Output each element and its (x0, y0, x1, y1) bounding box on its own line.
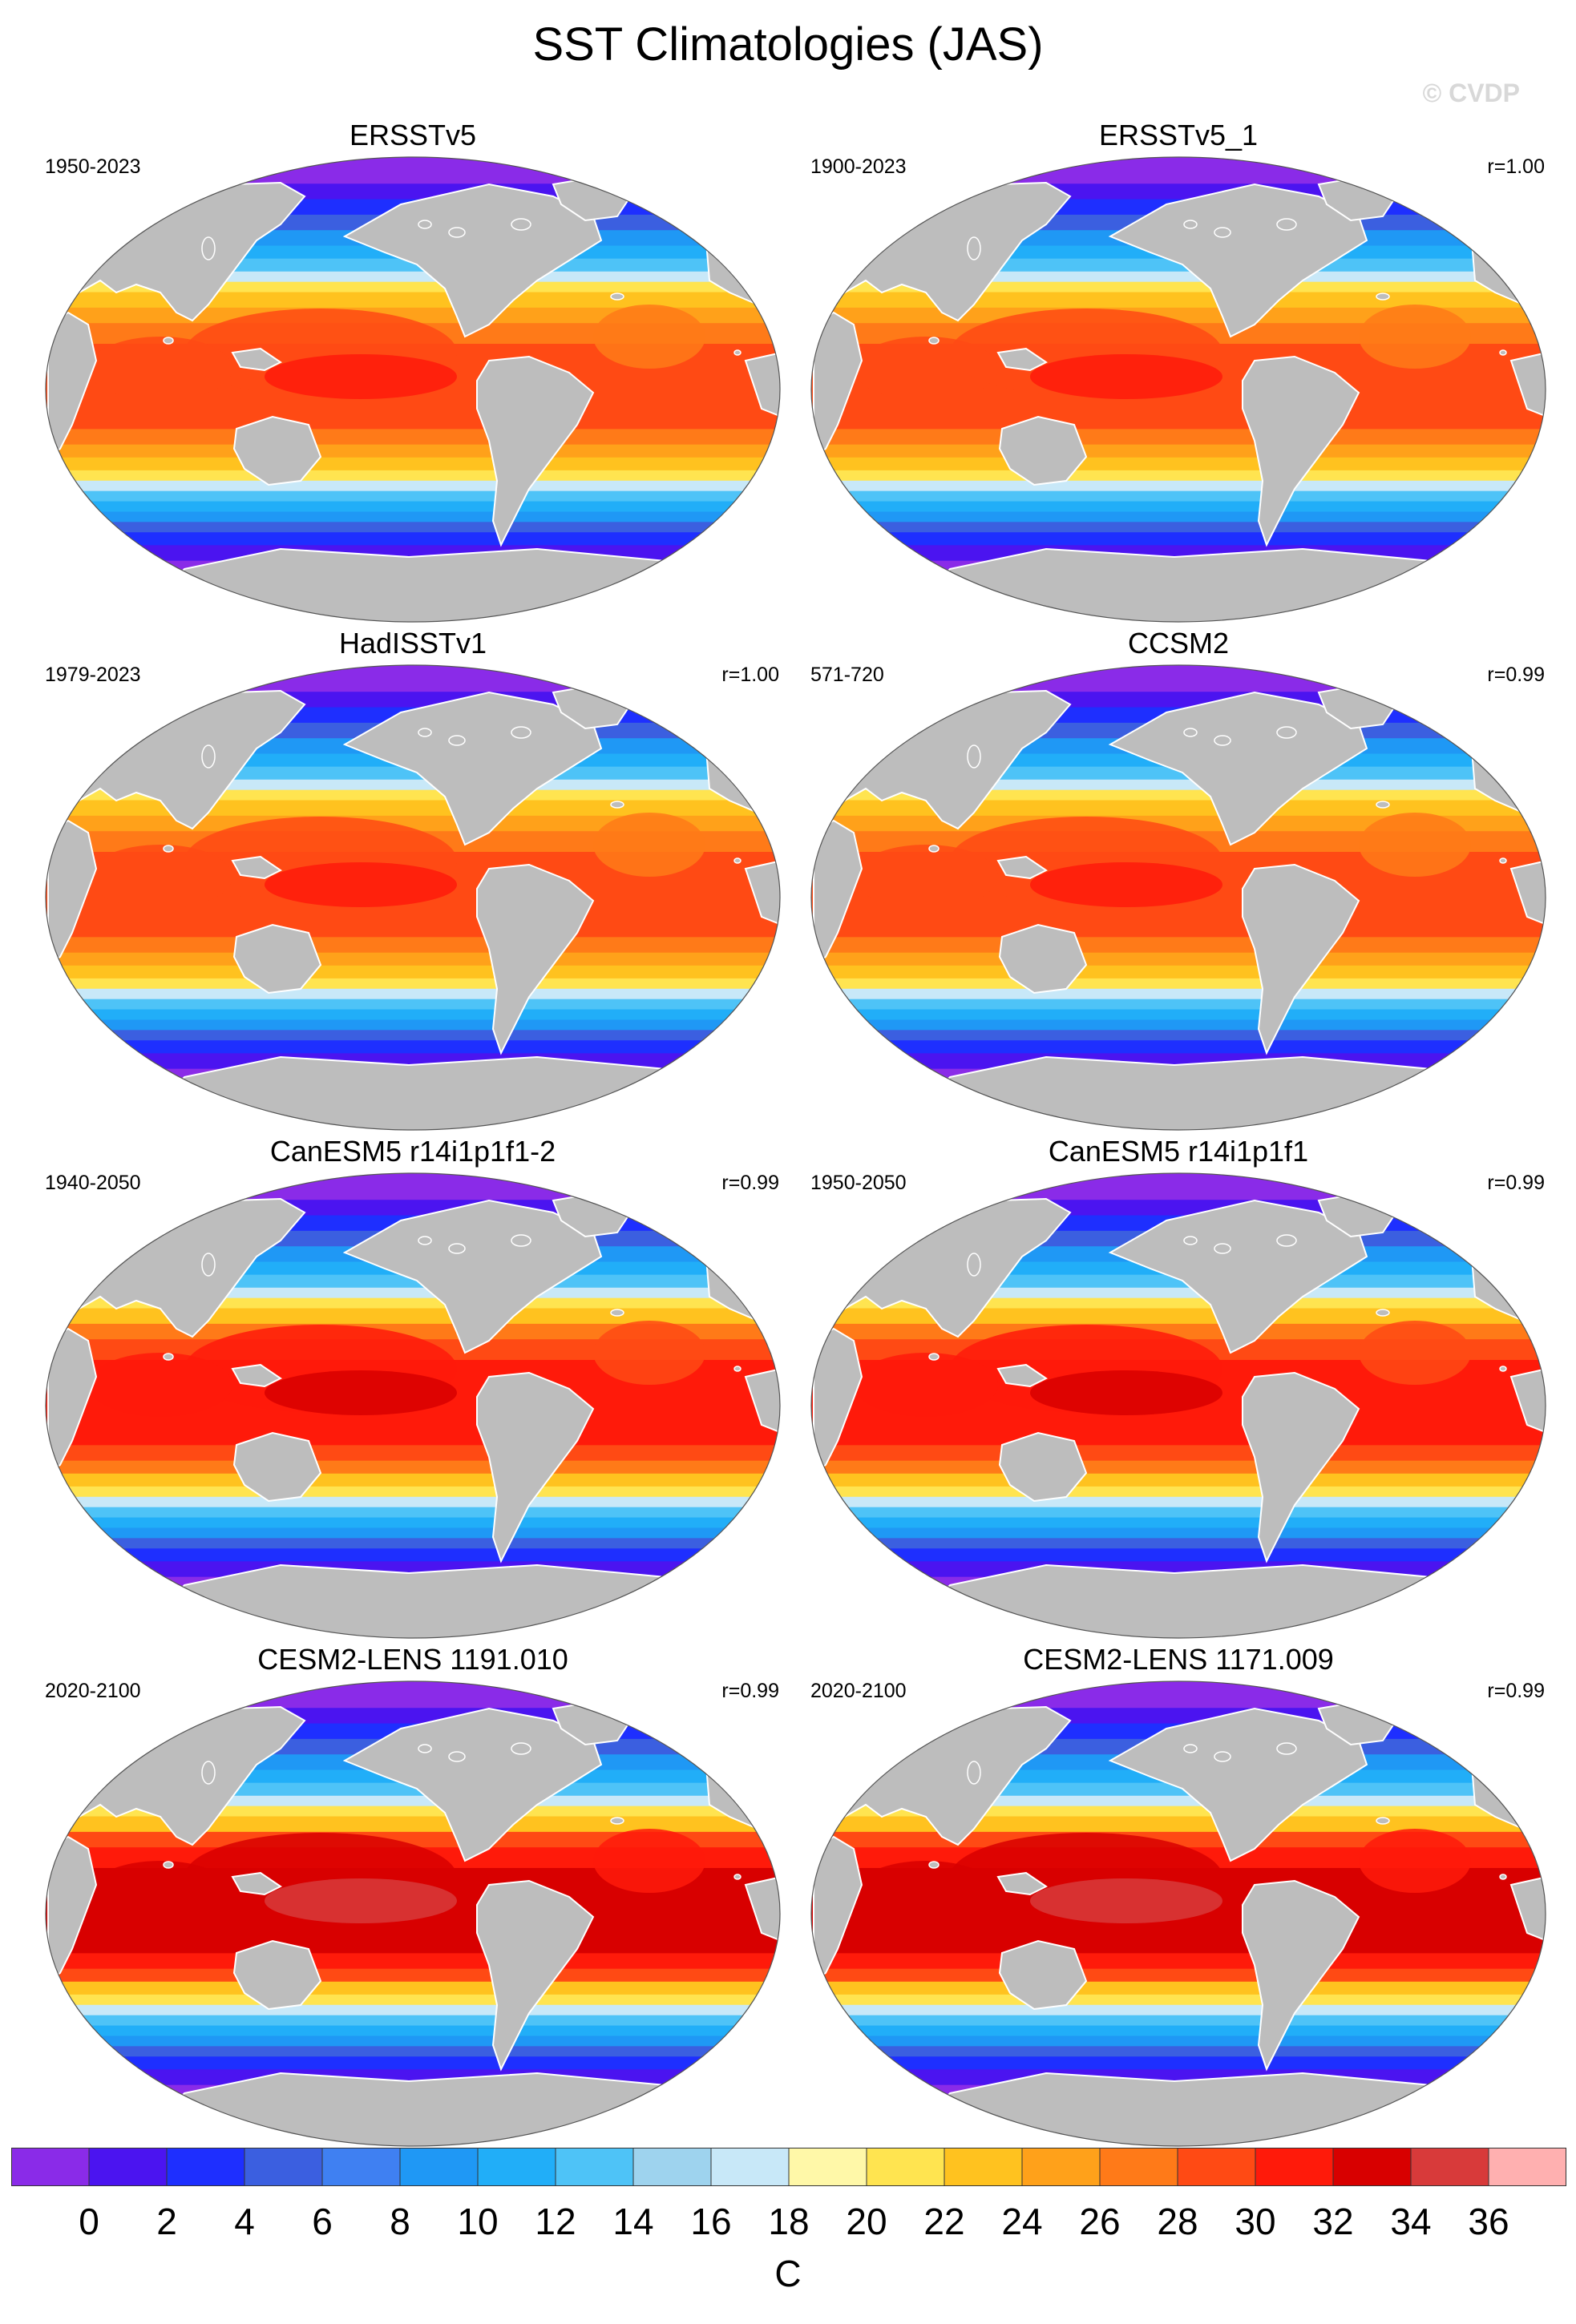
colorbar-swatch (167, 2148, 245, 2186)
colorbar-tick-label: 8 (390, 2201, 410, 2242)
colorbar-units: C (774, 2253, 802, 2294)
colorbar-tick-label: 28 (1157, 2201, 1198, 2242)
panel-years: 1940-2050 (45, 1172, 141, 1194)
colorbar (11, 2148, 1566, 2186)
colorbar-swatch (944, 2148, 1023, 2186)
panel-title: CanESM5 r14i1p1f1-2 (269, 1135, 556, 1168)
colorbar-swatch (1100, 2148, 1178, 2186)
colorbar-tick-label: 0 (79, 2201, 99, 2242)
colorbar-tick-label: 14 (612, 2201, 654, 2242)
map-panel: HadISSTv1 1979-2023 r=1.00 (40, 627, 786, 1135)
colorbar-tick-label: 4 (234, 2201, 255, 2242)
colorbar-swatch (400, 2148, 479, 2186)
colorbar-tick-label: 16 (690, 2201, 732, 2242)
map-panel: CCSM2 571-720 r=0.99 (806, 627, 1551, 1135)
colorbar-swatch (322, 2148, 401, 2186)
panel-title: CESM2-LENS 1191.010 (257, 1643, 568, 1676)
panel-years: 1950-2050 (810, 1172, 907, 1194)
map-panel: CanESM5 r14i1p1f1-2 1940-2050 r=0.99 (40, 1135, 786, 1643)
sst-map (45, 1172, 781, 1639)
colorbar-tick-label: 34 (1390, 2201, 1432, 2242)
map-panel: ERSSTv5 1950-2023 (40, 119, 786, 627)
colorbar-tick-label: 2 (156, 2201, 177, 2242)
panel-years: 571-720 (810, 664, 884, 686)
colorbar-swatch (1411, 2148, 1489, 2186)
sst-map (45, 1680, 781, 2147)
colorbar-swatch (11, 2148, 90, 2186)
colorbar-swatch (1022, 2148, 1101, 2186)
map-panel: CESM2-LENS 1171.009 2020-2100 r=0.99 (806, 1643, 1551, 2151)
panel-title: HadISSTv1 (338, 627, 487, 660)
panel-years: 2020-2100 (810, 1680, 907, 1702)
colorbar-swatch (478, 2148, 556, 2186)
panel-correlation: r=0.99 (721, 1172, 779, 1194)
colorbar-tick-label: 20 (846, 2201, 887, 2242)
colorbar-tick-label: 10 (457, 2201, 499, 2242)
sst-map (45, 664, 781, 1131)
colorbar-swatch (789, 2148, 867, 2186)
map-panel: ERSSTv5_1 1900-2023 r=1.00 (806, 119, 1551, 627)
colorbar-swatch (1333, 2148, 1412, 2186)
panel-title: ERSSTv5 (349, 119, 477, 151)
panel-title: CanESM5 r14i1p1f1 (1048, 1135, 1309, 1168)
colorbar-swatch (89, 2148, 168, 2186)
colorbar-tick-label: 24 (1001, 2201, 1043, 2242)
colorbar-tick-label: 30 (1235, 2201, 1276, 2242)
sst-map (810, 664, 1546, 1131)
panel-years: 1950-2023 (45, 155, 141, 178)
sst-map (810, 1172, 1546, 1639)
panel-title: ERSSTv5_1 (1098, 119, 1259, 151)
panel-correlation: r=0.99 (1487, 1172, 1545, 1194)
figure-title: SST Climatologies (JAS) (532, 18, 1044, 71)
map-panel: CanESM5 r14i1p1f1 1950-2050 r=0.99 (806, 1135, 1551, 1643)
colorbar-labels: 0 2 4 6 8 10 12 14 16 18 20 22 24 26 28 30 32 34 36 (0, 2200, 1576, 2248)
credit-watermark: © CVDP (1422, 79, 1520, 107)
colorbar-swatch (244, 2148, 323, 2186)
colorbar-swatch (867, 2148, 945, 2186)
sst-map (810, 156, 1546, 623)
colorbar-tick-label: 26 (1079, 2201, 1121, 2242)
colorbar-tick-label: 6 (312, 2201, 333, 2242)
colorbar-tick-label: 36 (1468, 2201, 1509, 2242)
colorbar-swatch (1178, 2148, 1256, 2186)
panel-correlation: r=1.00 (1487, 155, 1545, 178)
colorbar-swatch (711, 2148, 790, 2186)
panel-correlation: r=0.99 (1487, 664, 1545, 686)
colorbar-tick-label: 18 (768, 2201, 810, 2242)
sst-map (45, 156, 781, 623)
colorbar-swatch (633, 2148, 712, 2186)
colorbar-swatch (1255, 2148, 1334, 2186)
panel-years: 1979-2023 (45, 664, 141, 686)
panel-years: 2020-2100 (45, 1680, 141, 1702)
colorbar-tick-label: 12 (535, 2201, 576, 2242)
panel-years: 1900-2023 (810, 155, 907, 178)
panel-title: CCSM2 (1127, 627, 1230, 660)
panel-correlation: r=0.99 (1487, 1680, 1545, 1702)
map-panel: CESM2-LENS 1191.010 2020-2100 r=0.99 (40, 1643, 786, 2151)
colorbar-tick-label: 32 (1312, 2201, 1354, 2242)
panel-title: CESM2-LENS 1171.009 (1023, 1643, 1334, 1676)
panel-correlation: r=1.00 (721, 664, 779, 686)
panel-correlation: r=0.99 (721, 1680, 779, 1702)
colorbar-swatch (1489, 2148, 1566, 2186)
colorbar-swatch (556, 2148, 634, 2186)
colorbar-tick-label: 22 (923, 2201, 965, 2242)
sst-map (810, 1680, 1546, 2147)
